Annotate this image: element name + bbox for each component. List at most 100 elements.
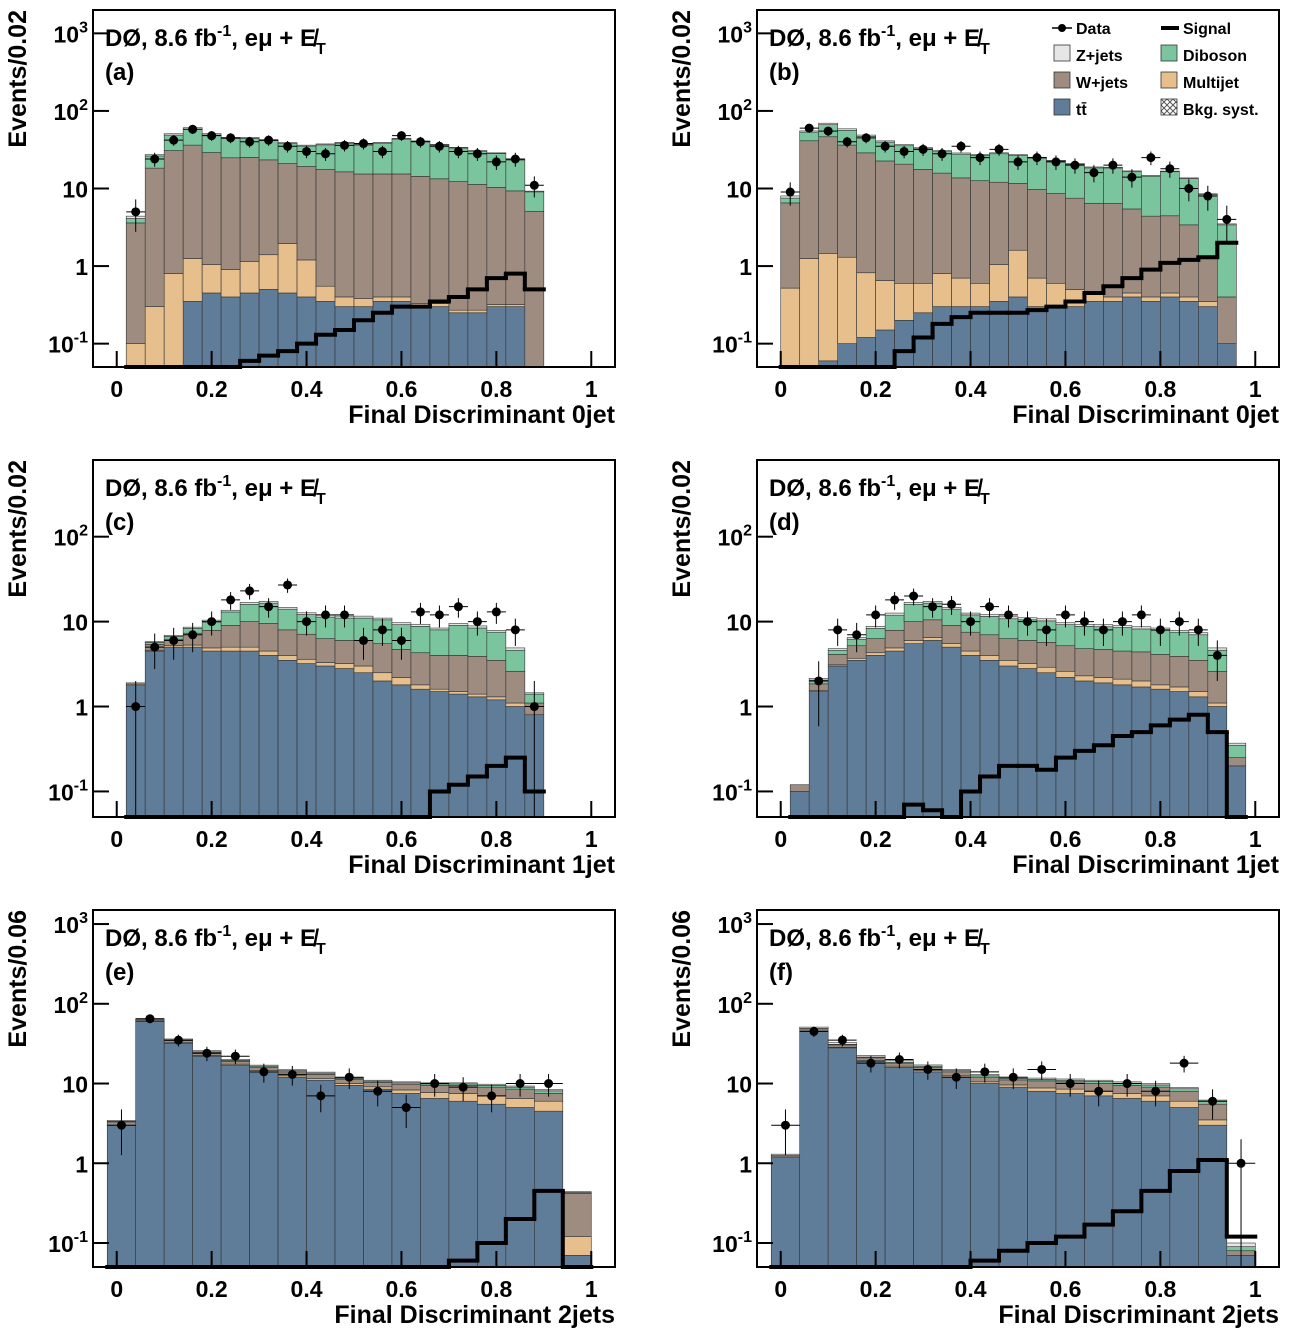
stack-bar — [1103, 301, 1123, 368]
stack-bar — [865, 638, 886, 654]
data-point — [188, 124, 198, 134]
tick-exponent: -1 — [74, 330, 88, 347]
stack-bar — [856, 1060, 886, 1268]
stack-bar — [979, 660, 1000, 818]
stack-bar — [1141, 296, 1161, 302]
data-point — [923, 1064, 933, 1074]
data-point — [259, 1067, 269, 1077]
stack-bar — [1141, 215, 1161, 298]
stack-bar — [505, 306, 526, 368]
y-tick-label: 10-1 — [712, 1229, 752, 1257]
legend-swatch — [1053, 98, 1071, 116]
y-tick-label: 103 — [54, 19, 89, 47]
stack-bar — [846, 660, 867, 818]
data-point — [245, 586, 255, 596]
plot-frame — [92, 459, 616, 818]
data-point — [928, 602, 938, 612]
stack-bar — [818, 122, 838, 125]
stack-bar — [410, 652, 431, 686]
data-point — [453, 602, 463, 612]
stack-bar — [1008, 154, 1028, 156]
data-point — [1151, 1086, 1161, 1096]
stack-bar — [448, 623, 469, 626]
y-tick-label: 103 — [54, 910, 89, 938]
stack-bar — [1055, 624, 1076, 647]
y-tick-label: 1 — [75, 1151, 88, 1177]
y-tick-label: 103 — [718, 910, 753, 938]
stack-bar — [163, 150, 184, 274]
stack-bar — [562, 1192, 592, 1237]
data-point — [1127, 172, 1137, 182]
stack-bar — [135, 1021, 165, 1268]
stack-bar — [429, 688, 450, 692]
stack-bar — [277, 163, 298, 244]
data-point — [842, 137, 852, 147]
stack-bar — [1017, 663, 1038, 669]
annotation-main: DØ, 8.6 fb — [769, 475, 881, 502]
stack-bar — [1141, 175, 1161, 177]
stack-bar — [1217, 343, 1237, 368]
tick-base: 10 — [712, 779, 738, 805]
stack-bar — [353, 173, 374, 299]
data-point — [937, 149, 947, 159]
data-point — [302, 617, 312, 627]
stack-bar — [1093, 649, 1114, 678]
x-axis-label: Final Discriminant 2jets — [998, 1301, 1279, 1329]
annotation: DØ, 8.6 fb-1, eμ + E̸T — [105, 923, 326, 958]
data-point — [1193, 625, 1203, 635]
stack-bar — [277, 607, 298, 610]
stack-bar — [1226, 744, 1247, 758]
data-point — [510, 154, 520, 164]
stack-bar — [372, 296, 393, 302]
data-point — [833, 625, 843, 635]
data-point — [994, 144, 1004, 154]
data-point — [899, 146, 909, 156]
stack-bar — [220, 646, 241, 652]
y-tick-label: 10-1 — [712, 777, 752, 805]
stack-bar — [856, 272, 876, 338]
stack-bar — [1169, 1100, 1199, 1108]
annotation-sub: T — [316, 491, 326, 508]
data-point — [491, 607, 501, 617]
stack-bar — [1103, 203, 1123, 298]
data-point — [401, 1103, 411, 1113]
annotation-main: DØ, 8.6 fb — [105, 475, 217, 502]
annotation-mid: , eμ + E̸ — [895, 475, 983, 502]
y-tick-label: 102 — [54, 990, 89, 1018]
stack-bar — [467, 693, 488, 698]
stack-bar — [1169, 1088, 1199, 1092]
tick-base: 10 — [718, 99, 744, 125]
annotation-sub: T — [316, 41, 326, 58]
stack-bar — [1179, 301, 1199, 368]
legend-swatch — [1160, 44, 1178, 62]
data-point — [434, 141, 444, 151]
panel-label: (b) — [769, 59, 800, 86]
plot-frame — [92, 909, 616, 1268]
annotation-sub: T — [980, 941, 990, 958]
data-point — [145, 1014, 155, 1024]
x-tick-label: 0.6 — [1049, 1276, 1081, 1302]
stack-bar — [486, 629, 507, 633]
y-axis-label: Events/0.06 — [4, 910, 32, 1048]
annotation-sup: -1 — [217, 473, 231, 490]
data-point — [1165, 164, 1175, 174]
annotation-mid: , eμ + E̸ — [231, 475, 319, 502]
stack-bar — [998, 1086, 1028, 1268]
annotation-sub: T — [980, 491, 990, 508]
tick-base: 10 — [54, 99, 80, 125]
data-point — [809, 1026, 819, 1036]
stack-bar — [562, 1191, 592, 1193]
plot-frame — [756, 459, 1280, 818]
stack-bar — [125, 222, 146, 344]
stack-bar — [827, 665, 848, 818]
legend-label: W+jets — [1076, 75, 1128, 92]
data-point — [491, 157, 501, 167]
stack-bar — [467, 656, 488, 695]
stack-bar — [505, 649, 526, 672]
stack-bar — [903, 603, 924, 622]
stack-bar — [884, 1066, 914, 1268]
stack-bar — [144, 167, 165, 307]
stack-bar — [1017, 640, 1038, 664]
annotation-mid: , eμ + E̸ — [231, 25, 319, 52]
